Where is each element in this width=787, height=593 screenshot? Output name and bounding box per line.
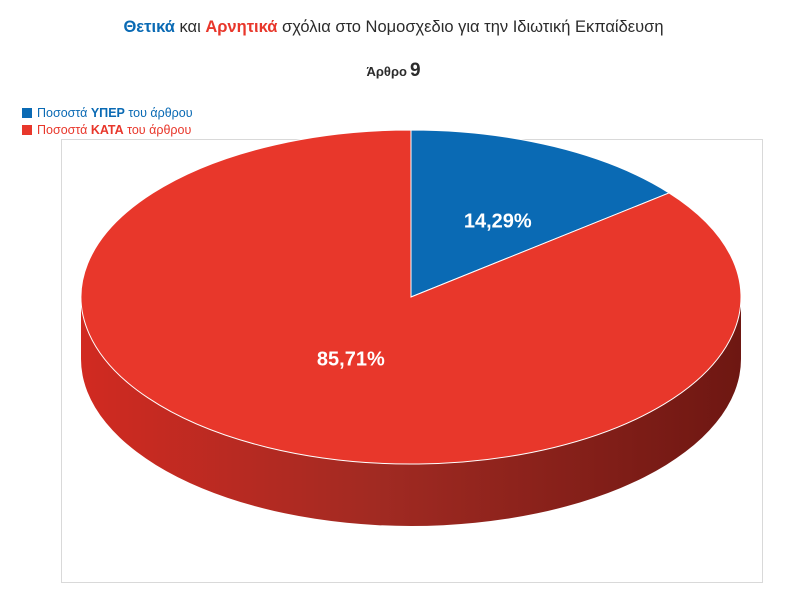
title-rest: σχόλια στο Νομοσχεδιο για την Ιδιωτική Ε…: [277, 18, 664, 36]
subtitle-number: 9: [409, 60, 421, 81]
pie-label-kata: 85,71%: [317, 348, 385, 370]
pie-label-yper: 14,29%: [464, 211, 532, 233]
legend-swatch-kata: [22, 124, 32, 135]
legend: Ποσοστά ΥΠΕΡ του άρθρου Ποσοστά ΚΑΤΑ του…: [22, 104, 193, 138]
legend-item-yper: Ποσοστά ΥΠΕΡ του άρθρου: [22, 104, 193, 121]
chart-title: Θετικά και Αρνητικά σχόλια στο Νομοσχεδι…: [0, 18, 787, 37]
legend-swatch-yper: [22, 107, 32, 118]
legend-label-kata-pre: Ποσοστά: [37, 122, 88, 137]
pie-slice-yper: [410, 129, 671, 298]
legend-label-yper-pre: Ποσοστά: [37, 105, 88, 120]
pie-slice-kata: [80, 129, 742, 465]
legend-label-yper-bold: ΥΠΕΡ: [90, 105, 125, 120]
legend-label-yper-post: του άρθρου: [128, 105, 193, 120]
title-connector: και: [174, 18, 206, 36]
title-negative-word: Αρνητικά: [205, 18, 278, 36]
subtitle-word: Άρθρο: [366, 64, 407, 79]
legend-label-kata-post: του άρθρου: [127, 122, 192, 137]
title-positive-word: Θετικά: [123, 18, 175, 36]
chart-subtitle: Άρθρο 9: [0, 60, 787, 82]
legend-label-kata-bold: ΚΑΤΑ: [90, 122, 124, 137]
legend-item-kata: Ποσοστά ΚΑΤΑ του άρθρου: [22, 121, 193, 138]
pie-side-wall: [81, 297, 741, 526]
